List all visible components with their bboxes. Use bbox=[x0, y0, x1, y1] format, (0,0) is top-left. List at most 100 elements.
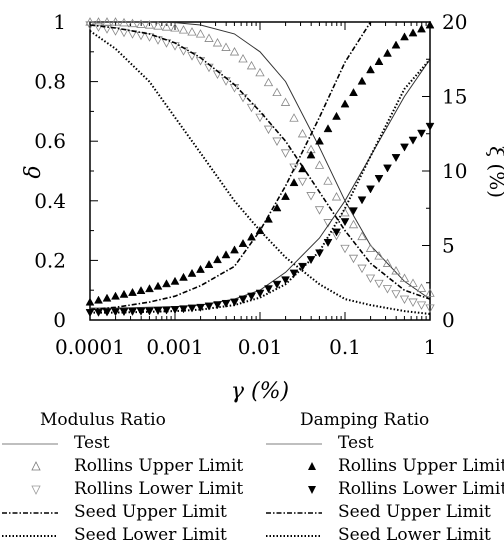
modulus-rollins-upper-limit-point bbox=[204, 33, 214, 42]
legend-damping-seed-upper: Seed Upper Limit bbox=[264, 501, 491, 523]
damping-rollins-upper-limit-point bbox=[272, 203, 282, 212]
modulus-rollins-lower-limit-point bbox=[119, 28, 129, 38]
x-tick-label: 0.1 bbox=[329, 335, 361, 359]
modulus-rollins-upper-limit-point bbox=[161, 22, 172, 31]
modulus-rollins-upper-limit-point bbox=[221, 42, 231, 51]
modulus-rollins-upper-limit-point bbox=[314, 160, 325, 169]
legend-thin-line-icon bbox=[2, 443, 58, 445]
y-right-tick-label: 0 bbox=[442, 308, 455, 332]
modulus-rollins-upper-limit-point bbox=[272, 87, 282, 97]
damping-rollins-lower-limit-point bbox=[221, 299, 231, 308]
legend-thin-line-icon bbox=[266, 443, 322, 445]
modulus-rollins-upper-limit-point bbox=[297, 128, 308, 138]
chart: 0.0001 0.001 0.01 0.1 100.20.40.60.810510152… bbox=[21, 10, 504, 404]
damping-rollins-upper-limit-point bbox=[111, 291, 120, 300]
x-tick-label: 0.0001 bbox=[55, 335, 125, 359]
damping-rollins-lower-limit-point bbox=[170, 306, 180, 315]
damping-rollins-lower-limit-point bbox=[383, 164, 392, 173]
damping-rollins-upper-limit-point bbox=[315, 136, 324, 145]
modulus-rollins-upper-limit-point bbox=[238, 53, 248, 63]
legend-filled-triangle-up-icon bbox=[308, 462, 316, 470]
modulus-rollins-lower-limit-point bbox=[399, 295, 410, 304]
damping-rollins-lower-limit-point bbox=[281, 276, 290, 285]
damping-rollins-upper-limit-point bbox=[425, 20, 435, 29]
modulus-rollins-upper-limit-point bbox=[408, 278, 418, 287]
legend-dotted-line-icon bbox=[2, 535, 58, 537]
y-right-tick-label: 20 bbox=[442, 10, 467, 34]
damping-rollins-upper-limit-point bbox=[162, 279, 171, 288]
damping-rollins-upper-limit-point bbox=[230, 245, 239, 254]
legend-damping-seed-lower: Seed Lower Limit bbox=[264, 524, 491, 546]
legend-dash-dot-line-icon bbox=[2, 512, 58, 514]
modulus-rollins-lower-limit-point bbox=[272, 137, 282, 146]
modulus-rollins-upper-limit-point bbox=[170, 23, 180, 32]
modulus-rollins-upper-limit-point bbox=[263, 77, 274, 87]
legend-dotted-line-icon bbox=[266, 535, 322, 537]
modulus-rollins-upper-limit-point bbox=[416, 283, 427, 292]
damping-rollins-upper-limit-point bbox=[340, 99, 350, 108]
legend-modulus-title: Modulus Ratio bbox=[40, 410, 166, 430]
legend-filled-triangle-down-icon bbox=[308, 486, 316, 494]
damping-rollins-upper-limit-point bbox=[332, 111, 341, 120]
legend-dash-dot-line-icon bbox=[266, 512, 322, 514]
modulus-rollins-lower-limit-point bbox=[289, 163, 299, 173]
x-tick-label: 1 bbox=[424, 335, 437, 359]
tick-labels: 0.0001 0.001 0.01 0.1 100.20.40.60.810510152… bbox=[34, 10, 467, 359]
damping-rollins-lower-limit-point bbox=[417, 129, 426, 138]
damping-rollins-lower-limit-point bbox=[187, 304, 197, 313]
damping-rollins-upper-limit-point bbox=[408, 28, 418, 37]
modulus-rollins-upper-limit-point bbox=[110, 17, 121, 26]
damping-rollins-lower-limit-point bbox=[391, 154, 401, 163]
damping-rollins-upper-limit-point bbox=[366, 65, 375, 74]
y-right-tick-label: 15 bbox=[442, 85, 467, 109]
modulus-rollins-upper-limit-point bbox=[399, 273, 410, 282]
modulus-rollins-upper-limit-point bbox=[119, 17, 129, 27]
damping-rollins-upper-limit-point bbox=[400, 32, 409, 41]
y-left-tick-label: 0.2 bbox=[34, 248, 66, 272]
modulus-rollins-lower-limit-point bbox=[263, 125, 274, 135]
y-left-tick-label: 0 bbox=[53, 308, 66, 332]
modulus-rollins-upper-limit-point bbox=[102, 17, 112, 26]
y-left-tick-label: 0.8 bbox=[34, 70, 66, 94]
modulus-rollins-lower-limit-point bbox=[153, 36, 163, 45]
damping-rollins-lower-limit-markers bbox=[85, 122, 435, 318]
modulus-rollins-upper-limit-point bbox=[331, 192, 342, 201]
damping-rollins-upper-limit-point bbox=[417, 24, 426, 33]
modulus-rollins-lower-limit-point bbox=[365, 274, 376, 284]
damping-rollins-upper-limit-point bbox=[102, 293, 112, 302]
modulus-rollins-upper-limit-point bbox=[365, 243, 376, 252]
modulus-rollins-lower-limit-point bbox=[102, 25, 112, 34]
modulus-rollins-lower-limit-point bbox=[348, 254, 359, 264]
damping-rollins-upper-limit-point bbox=[221, 250, 231, 259]
damping-rollins-lower-limit-point bbox=[408, 136, 418, 145]
modulus-rollins-upper-limit-point bbox=[178, 25, 189, 34]
damping-rollins-upper-limit-point bbox=[383, 48, 392, 57]
legend-modulus-rollins-lower: Rollins Lower Limit bbox=[0, 478, 243, 500]
damping-rollins-upper-limit-point bbox=[179, 272, 188, 281]
damping-rollins-upper-limit-point bbox=[187, 268, 197, 277]
modulus-rollins-upper-limit-point bbox=[357, 231, 367, 241]
modulus-rollins-upper-limit-point bbox=[391, 266, 401, 275]
modulus-rollins-upper-limit-point bbox=[280, 97, 291, 106]
damping-rollins-upper-limit-point bbox=[145, 284, 154, 293]
ticks bbox=[89, 21, 430, 321]
damping-rollins-lower-limit-point bbox=[340, 218, 350, 227]
damping-rollins-upper-limit-point bbox=[289, 178, 299, 187]
legend-damping-rollins-lower: Rollins Lower Limit bbox=[264, 478, 504, 500]
y-left-tick-label: 1 bbox=[53, 10, 66, 34]
damping-rollins-upper-limit-point bbox=[298, 164, 307, 173]
modulus-rollins-upper-limit-point bbox=[425, 288, 435, 297]
legend-damping-test: Test bbox=[264, 432, 374, 454]
damping-rollins-lower-limit-point bbox=[366, 185, 375, 194]
damping-rollins-lower-limit-point bbox=[213, 301, 222, 310]
damping-rollins-lower-limit-point bbox=[357, 196, 367, 205]
modulus-rollins-upper-limit-point bbox=[255, 67, 265, 77]
x-axis-label: γ (%) bbox=[231, 379, 289, 404]
damping-rollins-lower-limit-point bbox=[247, 292, 256, 301]
legend-open-triangle-down-icon bbox=[31, 485, 41, 495]
modulus-rollins-upper-limit-markers bbox=[85, 17, 435, 297]
legend-modulus-seed-lower: Seed Lower Limit bbox=[0, 524, 227, 546]
modulus-rollins-upper-limit-point bbox=[246, 60, 257, 70]
y-right-tick-label: 10 bbox=[442, 159, 467, 183]
series-layer bbox=[85, 17, 435, 318]
